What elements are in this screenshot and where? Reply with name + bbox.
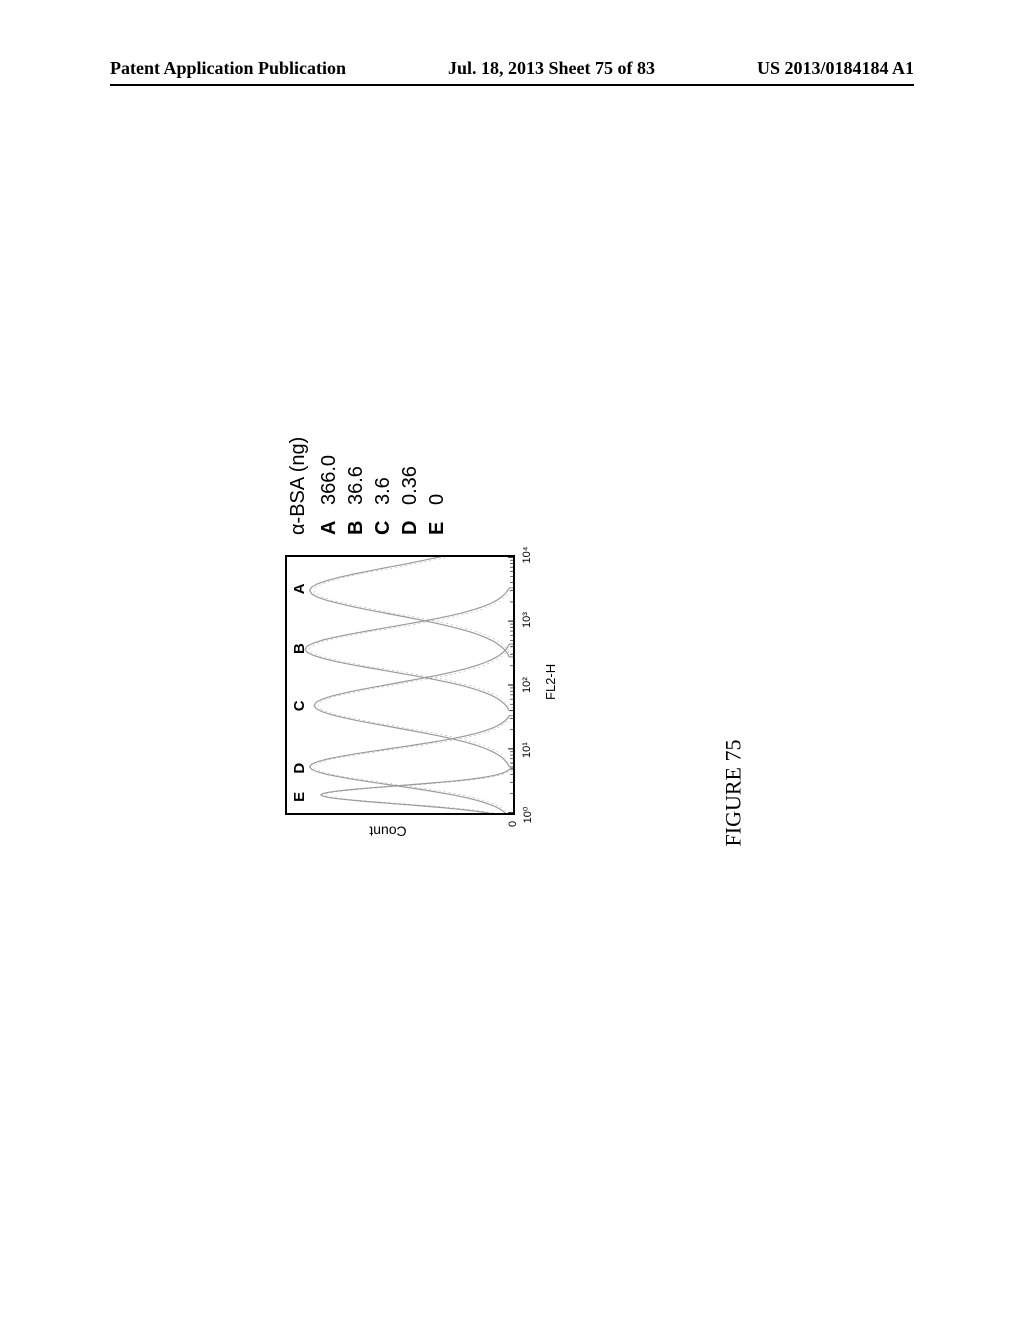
- histogram-curve: [314, 644, 513, 767]
- legend-row: B 36.6: [343, 437, 370, 535]
- legend-row: D 0.36: [397, 437, 424, 535]
- header-right: US 2013/0184184 A1: [757, 58, 914, 79]
- x-axis-label: FL2-H: [543, 664, 558, 700]
- figure-caption: FIGURE 75: [720, 740, 746, 847]
- legend: α-BSA (ng) A366.0B36.6C3.6D0.36E0: [285, 437, 451, 535]
- x-tick: 10²: [521, 677, 533, 693]
- legend-value: 36.6: [343, 466, 370, 505]
- header-rule: [110, 84, 914, 86]
- peak-label: B: [291, 643, 308, 654]
- peak-labels: E D C B A: [291, 555, 311, 815]
- legend-key: D: [397, 517, 424, 535]
- histogram-curve-hatch: [318, 647, 513, 764]
- header-left: Patent Application Publication: [110, 58, 346, 79]
- legend-row: E0: [424, 437, 451, 535]
- peak-label: C: [291, 700, 308, 711]
- legend-row: C 3.6: [370, 437, 397, 535]
- histogram-svg: [287, 557, 513, 813]
- x-tick: 10⁰: [521, 807, 534, 824]
- x-tick: 10⁴: [521, 547, 533, 564]
- peak-label: A: [291, 583, 308, 594]
- legend-key: C: [370, 517, 397, 535]
- peak-label: D: [291, 763, 308, 774]
- legend-row: A 366.0: [316, 437, 343, 535]
- y-axis-label: Count: [369, 823, 406, 839]
- legend-key: E: [424, 517, 451, 535]
- legend-value: 3.6: [370, 477, 397, 505]
- legend-value: 0.36: [397, 466, 424, 505]
- histogram-curve: [321, 769, 513, 813]
- legend-key: A: [316, 517, 343, 535]
- histogram-curve-hatch: [314, 557, 513, 654]
- patent-header: Patent Application Publication Jul. 18, …: [0, 58, 1024, 79]
- x-tick-labels: 10⁰10¹10²10³10⁴: [521, 555, 539, 815]
- histogram-curve-hatch: [309, 591, 513, 708]
- legend-title: α-BSA (ng): [285, 437, 312, 535]
- legend-value: 0: [424, 494, 451, 505]
- figure-area: Count 0 EDCBA 10⁰10¹10²10³10⁴ FL2-H α-BS…: [285, 385, 655, 865]
- x-tick: 10³: [521, 612, 533, 628]
- chart-box: [285, 555, 515, 815]
- x-tick: 10¹: [521, 742, 533, 758]
- peak-label: E: [291, 792, 308, 802]
- legend-value: 366.0: [316, 455, 343, 505]
- legend-key: B: [343, 517, 370, 535]
- header-center: Jul. 18, 2013 Sheet 75 of 83: [448, 58, 655, 79]
- y-tick-zero: 0: [507, 821, 519, 827]
- histogram-curve: [305, 588, 513, 711]
